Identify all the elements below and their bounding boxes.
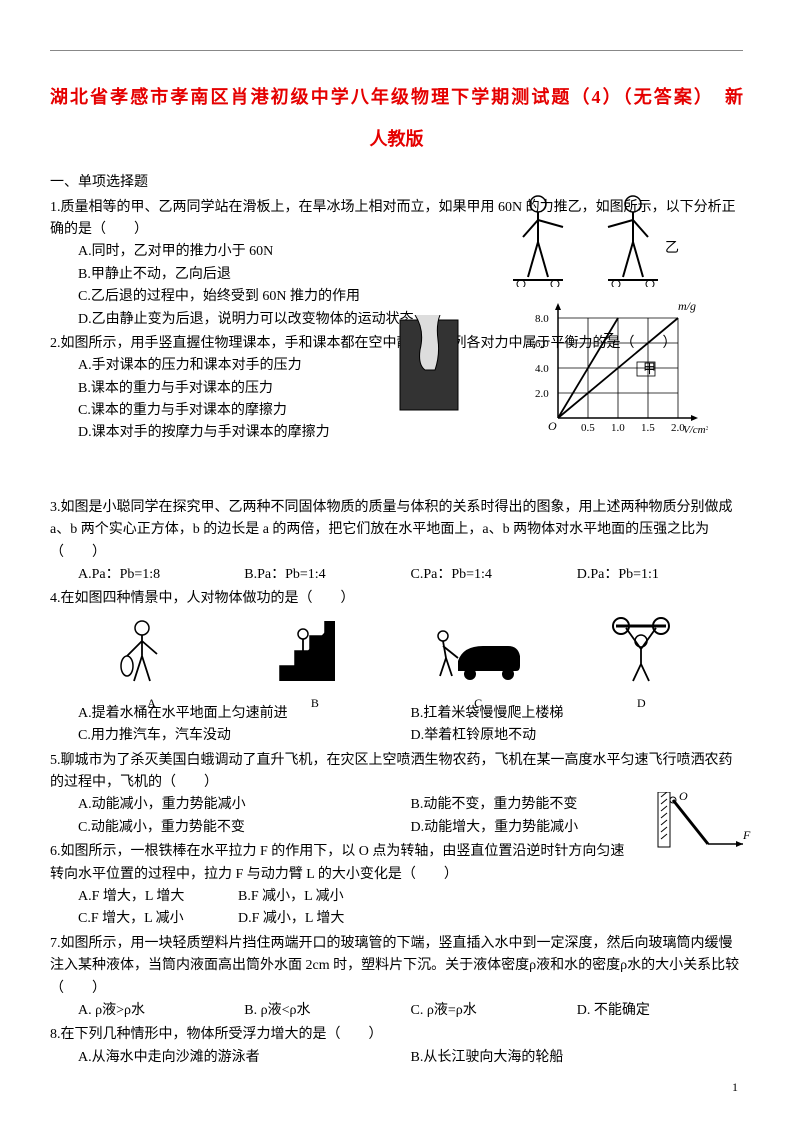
page-number: 1	[732, 1078, 738, 1097]
main-title-line2: 人教版	[50, 125, 743, 154]
svg-text:O: O	[679, 792, 688, 803]
question-8: 8.在下列几种情形中，物体所受浮力增大的是（ ） A.从海水中走向沙滩的游泳者 …	[50, 1024, 743, 1069]
q3-optD: D.Pa：Pb=1:1	[577, 564, 743, 586]
q8-stem: 8.在下列几种情形中，物体所受浮力增大的是（ ）	[50, 1024, 743, 1046]
q6-optC: C.F 增大，L 减小	[78, 908, 238, 930]
q7-optB: B. ρ液<ρ水	[244, 1000, 410, 1022]
q6-options: A.F 增大，L 增大 B.F 减小，L 减小	[50, 886, 743, 908]
q6-optA: A.F 增大，L 增大	[78, 886, 238, 908]
svg-text:m/g: m/g	[678, 299, 696, 313]
question-7: 7.如图所示，用一块轻质塑料片挡住两端开口的玻璃管的下端，竖直插入水中到一定深度…	[50, 933, 743, 1023]
svg-text:F: F	[742, 828, 751, 842]
q7-optA: A. ρ液>ρ水	[78, 1000, 244, 1022]
top-rule	[50, 50, 743, 51]
q6-optD: D.F 减小，L 增大	[238, 908, 398, 930]
q7-stem: 7.如图所示，用一块轻质塑料片挡住两端开口的玻璃管的下端，竖直插入水中到一定深度…	[50, 933, 743, 1000]
q7-optC: C. ρ液=ρ水	[411, 1000, 577, 1022]
svg-text:2.0: 2.0	[535, 388, 549, 400]
q4-optA: A.提着水桶在水平地面上匀速前进	[78, 703, 411, 725]
q5-options: A.动能减小，重力势能减小 B.动能不变，重力势能不变 C.动能减小，重力势能不…	[50, 794, 743, 839]
main-title-line1: 湖北省孝感市孝南区肖港初级中学八年级物理下学期测试题（4）（无答案） 新	[50, 81, 743, 113]
q1-figure: 乙	[493, 192, 683, 287]
q2-figure-hand	[390, 315, 475, 420]
question-4: 4.在如图四种情景中，人对物体做功的是（ ） A B C D A.提着水桶在水平…	[50, 588, 743, 747]
svg-text:V/cm³: V/cm³	[683, 424, 708, 436]
q7-optD: D. 不能确定	[577, 1000, 743, 1022]
q4-figD: D	[586, 616, 696, 701]
q3-optA: A.Pa：Pb=1:8	[78, 564, 244, 586]
q5-optC: C.动能减小，重力势能不变	[78, 817, 411, 839]
svg-text:1.5: 1.5	[641, 422, 655, 434]
q4-figures: A B C D	[50, 611, 743, 703]
svg-text:O: O	[548, 419, 557, 433]
q4-figC: C	[423, 616, 533, 701]
svg-text:4.0: 4.0	[535, 363, 549, 375]
q7-options: A. ρ液>ρ水 B. ρ液<ρ水 C. ρ液=ρ水 D. 不能确定	[50, 1000, 743, 1022]
q8-optB: B.从长江驶向大海的轮船	[411, 1047, 744, 1069]
q6-optB: B.F 减小，L 减小	[238, 886, 398, 908]
svg-text:乙: 乙	[603, 331, 616, 346]
q8-options: A.从海水中走向沙滩的游泳者 B.从长江驶向大海的轮船	[50, 1047, 743, 1069]
question-6: 6.如图所示，一根铁棒在水平拉力 F 的作用下，以 O 点为转轴，由竖直位置沿逆…	[50, 841, 743, 931]
q4-figA: A	[97, 616, 207, 701]
svg-text:1.0: 1.0	[611, 422, 625, 434]
q6-stem: 6.如图所示，一根铁棒在水平拉力 F 的作用下，以 O 点为转轴，由竖直位置沿逆…	[50, 841, 743, 886]
q1-fig-label: 乙	[665, 240, 679, 256]
q3-options: A.Pa：Pb=1:8 B.Pa：Pb=1:4 C.Pa：Pb=1:4 D.Pa…	[50, 564, 743, 586]
q3-optB: B.Pa：Pb=1:4	[244, 564, 410, 586]
q4-options: A.提着水桶在水平地面上匀速前进 B.扛着米袋慢慢爬上楼梯 C.用力推汽车，汽车…	[50, 703, 743, 748]
svg-text:8.0: 8.0	[535, 313, 549, 325]
q4-optD: D.举着杠铃原地不动	[411, 725, 744, 747]
q5-optA: A.动能减小，重力势能减小	[78, 794, 411, 816]
q3-stem: 3.如图是小聪同学在探究甲、乙两种不同固体物质的质量与体积的关系时得出的图象，用…	[50, 497, 743, 564]
q4-optC: C.用力推汽车，汽车没动	[78, 725, 411, 747]
question-3: 3.如图是小聪同学在探究甲、乙两种不同固体物质的质量与体积的关系时得出的图象，用…	[50, 497, 743, 587]
q3-optC: C.Pa：Pb=1:4	[411, 564, 577, 586]
q8-optA: A.从海水中走向沙滩的游泳者	[78, 1047, 411, 1069]
svg-text:甲: 甲	[643, 361, 656, 376]
question-5: O F 5.聊城市为了杀灭美国白蛾调动了直升飞机，在灾区上空喷洒生物农药，飞机在…	[50, 750, 743, 840]
q4-figB: B	[260, 616, 370, 701]
q4-optB: B.扛着米袋慢慢爬上楼梯	[411, 703, 744, 725]
q4-stem: 4.在如图四种情景中，人对物体做功的是（ ）	[50, 588, 743, 610]
q3-figure-graph: 8.0 6.0 4.0 2.0 0.5 1.0 1.5 2.0 O m/g V/…	[533, 298, 708, 438]
svg-text:6.0: 6.0	[535, 338, 549, 350]
q5-stem: 5.聊城市为了杀灭美国白蛾调动了直升飞机，在灾区上空喷洒生物农药，飞机在某一高度…	[50, 750, 743, 795]
svg-text:0.5: 0.5	[581, 422, 595, 434]
